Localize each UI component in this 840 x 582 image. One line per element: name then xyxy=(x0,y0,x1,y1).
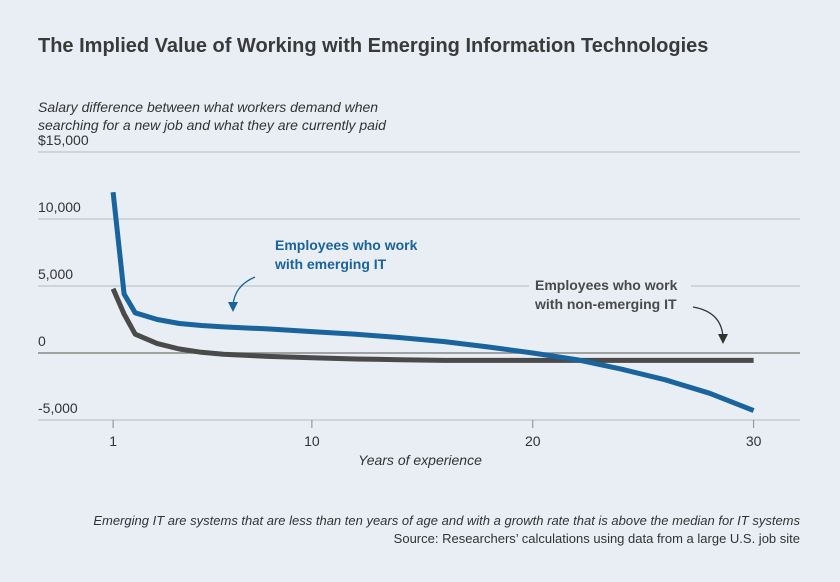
y-tick-label: -5,000 xyxy=(38,400,78,416)
annotation-background xyxy=(529,274,691,314)
annotation: Employees who work xyxy=(275,237,418,253)
annotation-arrow xyxy=(692,306,724,339)
source: Source: Researchers’ calculations using … xyxy=(394,531,800,546)
line-series xyxy=(110,287,754,363)
annotation: with non-emerging IT xyxy=(534,296,677,312)
arrow-head xyxy=(228,302,238,312)
y-tick-label: 10,000 xyxy=(38,199,81,215)
annotation: with emerging IT xyxy=(274,256,387,272)
x-tick-label: 1 xyxy=(109,433,117,449)
x-tick-label: 10 xyxy=(304,433,320,449)
y-tick-label: 0 xyxy=(38,333,46,349)
x-tick-label: 30 xyxy=(746,433,762,449)
chart-title: The Implied Value of Working with Emergi… xyxy=(38,35,708,57)
footnote: Emerging IT are systems that are less th… xyxy=(93,513,800,528)
subtitle: Salary difference between what workers d… xyxy=(38,99,378,115)
x-axis-label: Years of experience xyxy=(358,452,482,468)
subtitle: searching for a new job and what they ar… xyxy=(38,117,387,133)
arrow-head xyxy=(718,334,728,344)
annotation: Employees who work xyxy=(535,277,678,293)
y-tick-label: $15,000 xyxy=(38,132,89,148)
line-series xyxy=(110,191,755,413)
x-tick-label: 20 xyxy=(525,433,541,449)
y-tick-label: 5,000 xyxy=(38,266,73,282)
